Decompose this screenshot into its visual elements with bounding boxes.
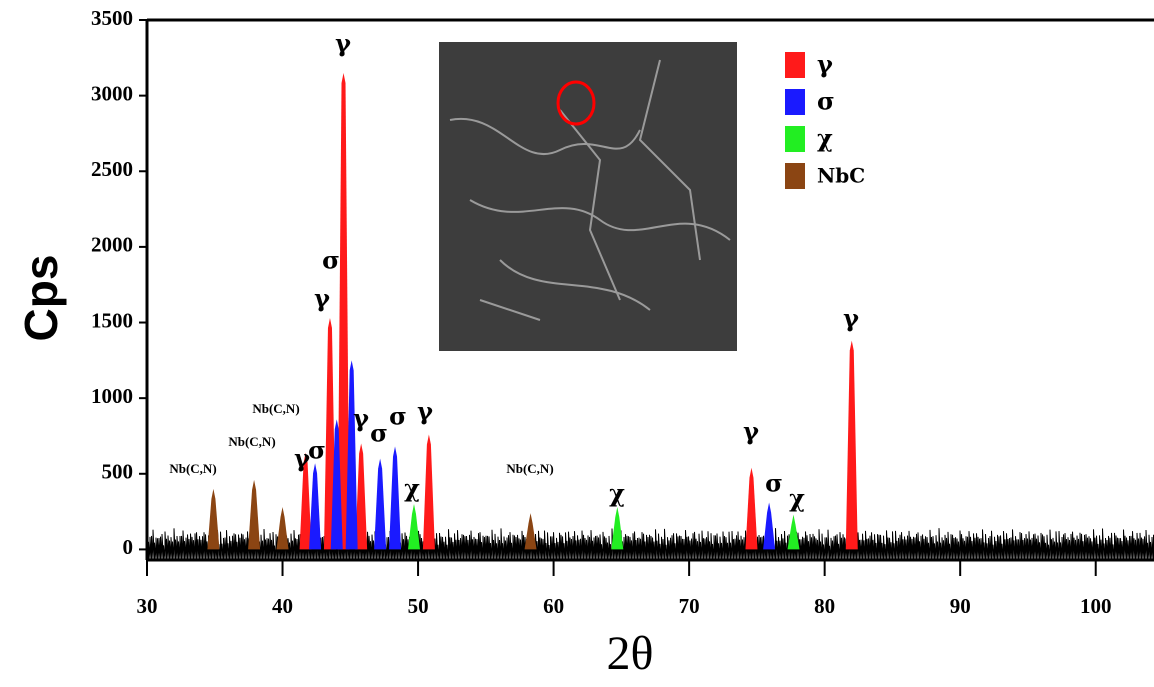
peak: [423, 434, 435, 549]
peak-annotation: σ: [765, 469, 783, 498]
legend-label: γ: [817, 50, 833, 79]
peak-annotation: Nb(C,N): [506, 461, 553, 476]
peak: [745, 468, 757, 550]
peak: [525, 513, 537, 549]
peak: [277, 507, 289, 549]
y-tick-label: 0: [123, 535, 134, 559]
peak-annotation: χ: [789, 484, 805, 513]
baseline-noise: [147, 528, 1154, 560]
peak: [787, 515, 799, 550]
x-tick-label: 40: [272, 594, 293, 618]
peak-annotation: σ: [389, 402, 407, 431]
peak: [763, 503, 775, 550]
peak-annotation: γ: [743, 417, 759, 446]
peak-annotation: Nb(C,N): [228, 434, 275, 449]
peak: [846, 341, 858, 550]
chart: Cps 2θ 0 500 1000 1500 2000 2500 3000 3500 30 40 5…: [0, 0, 1154, 682]
x-tick-label: 70: [679, 594, 700, 618]
peak: [389, 447, 401, 550]
x-axis-label: 2θ: [607, 627, 654, 680]
peak-annotation: Nb(C,N): [169, 461, 216, 476]
peak: [611, 507, 623, 549]
x-tick-label: 100: [1080, 594, 1112, 618]
peak: [309, 463, 321, 549]
peak: [248, 480, 260, 550]
peak: [374, 459, 386, 550]
y-tick-label: 1000: [91, 384, 133, 408]
x-tick-label: 80: [814, 594, 835, 618]
legend-label: χ: [817, 124, 833, 153]
peak: [408, 504, 420, 549]
x-tick-label: 30: [137, 594, 158, 618]
legend-swatch: [785, 89, 805, 115]
y-tick-label: 3000: [91, 81, 133, 105]
y-tick-label: 1500: [91, 308, 133, 332]
peak-annotation: γ: [335, 29, 351, 58]
y-tick-label: 2500: [91, 157, 133, 181]
x-tick-label: 60: [543, 594, 564, 618]
peak-annotation: γ: [417, 397, 433, 426]
peak-annotation: γ: [314, 284, 330, 313]
peak-annotation: σ: [308, 436, 326, 465]
legend-swatch: [785, 126, 805, 152]
peak-annotation: σ: [322, 246, 340, 275]
peak-annotation: γ: [843, 304, 859, 333]
peak-annotation: σ: [370, 419, 388, 448]
peak-annotation: Nb(C,N): [252, 401, 299, 416]
y-tick-label: 3500: [91, 6, 133, 30]
peak: [207, 489, 219, 550]
legend-label: NbC: [817, 164, 865, 188]
peak-annotation: χ: [609, 479, 625, 508]
y-tick-label: 500: [102, 460, 134, 484]
peak-annotation: γ: [353, 404, 369, 433]
y-axis-label: Cps: [15, 255, 67, 342]
y-tick-label: 2000: [91, 233, 133, 257]
x-tick-label: 90: [950, 594, 971, 618]
peak-annotation: χ: [404, 474, 420, 503]
micrograph-inset: [439, 42, 737, 351]
legend-swatch: [785, 163, 805, 189]
legend-label: σ: [817, 87, 835, 116]
legend-swatch: [785, 52, 805, 78]
x-tick-label: 50: [408, 594, 429, 618]
